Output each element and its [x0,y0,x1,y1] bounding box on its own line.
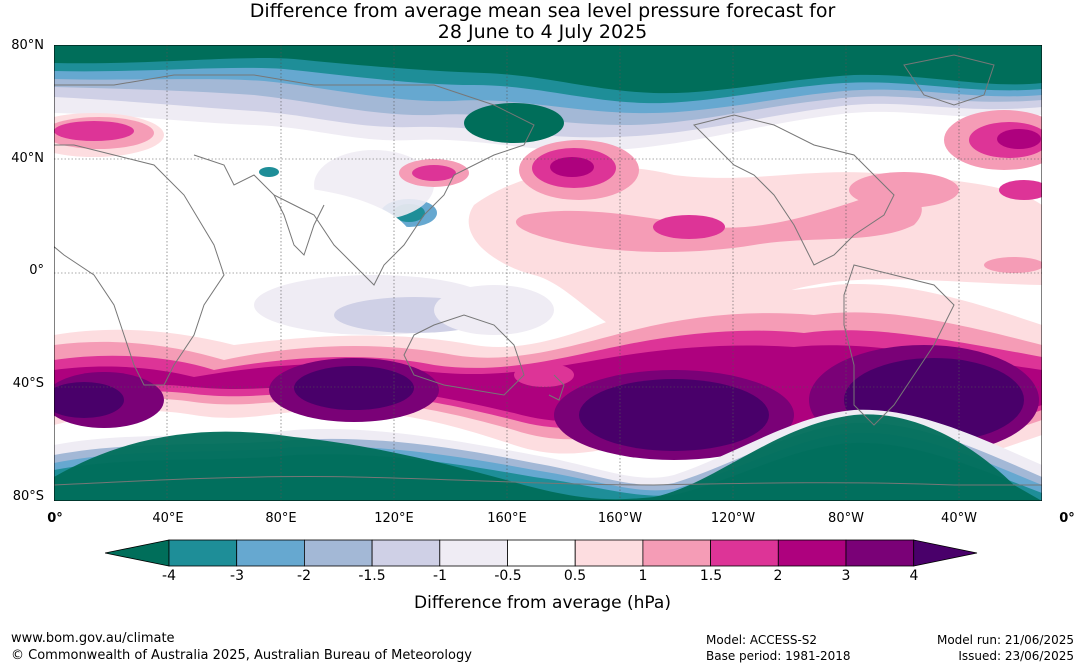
pressure-anomaly-map [54,45,1042,501]
colorbar-segment [574,539,644,567]
footer-website: www.bom.gov.au/climate [11,631,175,646]
footer-base-period: Base period: 1981-2018 [706,649,851,663]
lat-label-equator: 0° [29,263,44,278]
colorbar-label: Difference from average (hPa) [414,593,671,613]
map-title-line-1: Difference from average mean sea level p… [249,0,836,22]
colorbar-segment [236,539,305,567]
lon-label-40w: 40°W [941,511,977,526]
coastline-eurasia [54,74,535,286]
lat-label-40n: 40°N [11,151,44,166]
map-title-line-2: 28 June to 4 July 2025 [437,21,648,43]
lat-label-80n: 80°N [11,38,44,53]
colorbar-tick: 3 [841,568,851,584]
antarctic-negative-anomaly [54,409,1042,501]
coastline-antarctica [54,476,1042,486]
colorbar-arrow-low [105,539,170,567]
colorbar-tick: -3 [230,568,244,584]
lon-label-0-left: 0° [47,511,63,526]
colorbar-tick: 1 [638,568,648,584]
coastline-north-america [693,114,895,266]
colorbar-tick: -0.5 [494,568,522,584]
colorbar-tick: 0.5 [563,568,587,584]
footer-model: Model: ACCESS-S2 [706,633,818,647]
lon-label-160e: 160°E [487,511,527,526]
colorbar [105,539,978,567]
lon-label-0-right: 0° [1059,511,1075,526]
colorbar-segment [303,539,373,567]
colorbar-segments [168,539,915,567]
lon-label-40e: 40°E [152,511,184,526]
northern-positive-anomaly [54,110,1042,341]
lon-label-160w: 160°W [597,511,643,526]
colorbar-tick: -1 [433,568,447,584]
tropical-weak-anomaly [94,185,554,335]
colorbar-segment [642,539,712,567]
colorbar-tick: 2 [773,568,783,584]
colorbar-segment [845,539,915,567]
colorbar-tick: 1.5 [699,568,723,584]
colorbar-segment [371,539,441,567]
coastline-india [273,194,325,256]
coastline-greenland [903,54,995,106]
footer-issued: Issued: 23/06/2025 [958,649,1074,663]
colorbar-segment [168,539,238,567]
lon-label-80e: 80°E [265,511,297,526]
coastline-australia [403,314,525,396]
coastline-south-america [843,264,955,426]
graticule [54,45,1042,501]
coastline-africa [54,144,225,386]
colorbar-tick: -2 [297,568,311,584]
colorbar-arrow-high [913,539,978,567]
colorbar-segment [777,539,847,567]
coastline-new-zealand [548,374,565,401]
footer-copyright: © Commonwealth of Australia 2025, Austra… [11,648,472,663]
coastlines [54,54,1042,486]
colorbar-segment [507,539,576,567]
lon-label-120w: 120°W [710,511,756,526]
colorbar-segment [710,539,779,567]
lat-label-80s: 80°S [12,489,44,504]
colorbar-tick: -4 [162,568,176,584]
colorbar-tick: 4 [909,568,919,584]
colorbar-segment [439,539,508,567]
lon-label-80w: 80°W [828,511,864,526]
footer-model-run: Model run: 21/06/2025 [936,633,1074,647]
lon-label-120e: 120°E [374,511,414,526]
lat-label-40s: 40°S [12,376,44,391]
colorbar-tick: -1.5 [358,568,386,584]
